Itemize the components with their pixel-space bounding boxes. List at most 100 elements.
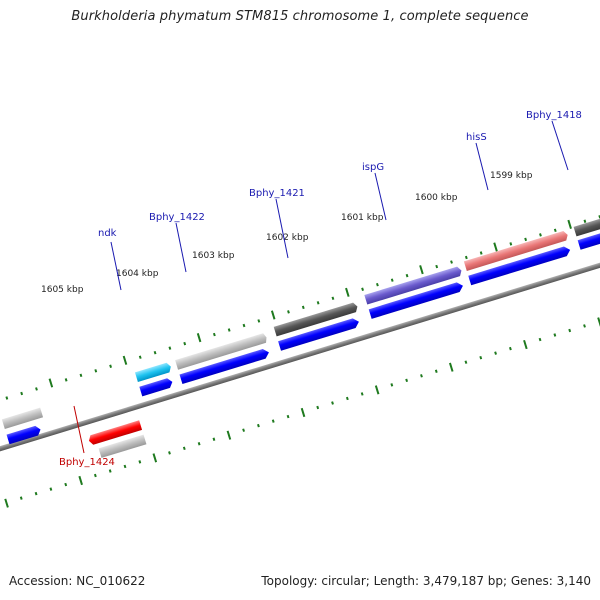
minus-strand-major-tick [152, 453, 158, 463]
gene-feature-bphy-1424 [88, 420, 143, 445]
minus-strand-minor-tick [286, 414, 290, 419]
plus-strand-minor-tick [64, 378, 68, 382]
plus-strand-minor-tick [138, 355, 142, 359]
gene-label-ndk[interactable]: ndk [98, 228, 117, 239]
minus-strand-minor-tick [123, 464, 127, 469]
minus-strand-minor-tick [64, 482, 68, 487]
minus-strand-minor-tick [242, 428, 245, 432]
plus-strand-minor-tick [227, 328, 231, 332]
scale-label-1603-kbp: 1603 kbp [192, 251, 235, 261]
plus-strand-minor-tick [20, 391, 24, 396]
minus-strand-minor-tick [138, 460, 142, 464]
minus-strand-minor-tick [182, 446, 186, 451]
minus-strand-major-tick [448, 362, 454, 372]
leader-line-bphy-1421 [275, 198, 289, 259]
minus-strand-minor-tick [390, 383, 394, 387]
minus-strand-minor-tick [509, 346, 512, 351]
gene-feature-ispg [364, 266, 462, 305]
plus-strand-minor-tick [509, 242, 513, 246]
gene-label-hiss[interactable]: hisS [466, 132, 487, 143]
minus-strand-minor-tick [316, 405, 320, 410]
cds-feature-bphy-1422 [179, 349, 269, 385]
cds-feature-hiss [468, 246, 571, 286]
gene-feature-bphy-1422 [175, 333, 267, 370]
scale-label-1604-kbp: 1604 kbp [116, 269, 159, 279]
plus-strand-minor-tick [583, 219, 587, 223]
minus-strand-major-tick [4, 498, 9, 508]
gene-feature-partial-left [1, 407, 44, 429]
minus-strand-minor-tick [108, 469, 112, 473]
plus-strand-minor-tick [390, 278, 394, 282]
reverse-strand-track [88, 420, 147, 458]
minus-strand-major-tick [226, 430, 232, 440]
plus-strand-minor-tick [79, 373, 83, 378]
scale-label-1602-kbp: 1602 kbp [266, 233, 309, 243]
plus-strand-minor-tick [5, 396, 9, 400]
plus-strand-major-tick [567, 219, 572, 229]
minus-strand-minor-tick [19, 496, 23, 500]
leader-line-bphy-1422 [175, 222, 187, 273]
plus-strand-tick-track [5, 214, 600, 400]
plus-strand-minor-tick [435, 264, 439, 269]
plus-strand-minor-tick [301, 305, 305, 310]
leader-line-ndk [110, 241, 122, 291]
plus-strand-minor-tick [168, 346, 172, 350]
cds-feature-bphy-1421 [278, 318, 359, 351]
map-title: Burkholderia phymatum STM815 chromosome … [71, 9, 529, 24]
scale-label-1599-kbp: 1599 kbp [490, 171, 533, 181]
plus-strand-minor-tick [212, 332, 216, 337]
cds-feature-ndk [139, 378, 173, 397]
minus-strand-minor-tick [479, 355, 483, 360]
minus-strand-minor-tick [583, 324, 586, 328]
gene-feature-ndk [134, 362, 171, 382]
minus-strand-minor-tick [49, 487, 53, 491]
minus-strand-minor-tick [494, 351, 497, 355]
plus-strand-minor-tick [257, 319, 261, 323]
scale-label-1605-kbp: 1605 kbp [41, 285, 84, 295]
cds-feature-bphy-1418 [577, 229, 600, 250]
gene-feature-bphy-1418 [573, 216, 600, 237]
plus-strand-major-tick [122, 355, 128, 365]
leader-line-hiss [475, 142, 489, 191]
minus-strand-tick-track [4, 317, 600, 508]
plus-strand-minor-tick [183, 341, 187, 346]
plus-strand-minor-tick [94, 369, 98, 373]
plus-strand-minor-tick [331, 296, 335, 301]
plus-strand-minor-tick [153, 350, 157, 355]
gene-label-leaders [73, 120, 569, 454]
gene-label-bphy-1424[interactable]: Bphy_1424 [59, 457, 115, 468]
minus-strand-minor-tick [345, 396, 349, 401]
leader-line-bphy-1424 [73, 405, 85, 454]
minus-strand-major-tick [78, 475, 83, 486]
gene-label-bphy-1421[interactable]: Bphy_1421 [249, 188, 305, 199]
minus-strand-major-tick [597, 317, 600, 327]
gene-feature-hiss [463, 230, 568, 271]
gene-label-bphy-1418[interactable]: Bphy_1418 [526, 110, 582, 121]
scale-label-1601-kbp: 1601 kbp [341, 213, 384, 223]
minus-strand-minor-tick [212, 437, 216, 441]
plus-strand-minor-tick [242, 323, 246, 328]
plus-strand-minor-tick [35, 387, 38, 391]
plus-strand-minor-tick [376, 282, 379, 287]
cds-feature-partial-left [6, 425, 41, 445]
plus-strand-minor-tick [316, 301, 320, 305]
plus-strand-minor-tick [524, 237, 528, 242]
minus-strand-minor-tick [271, 419, 275, 423]
plus-strand-major-tick [270, 310, 276, 320]
minus-strand-minor-tick [538, 337, 542, 342]
plus-strand-minor-tick [479, 251, 483, 255]
cds-feature-ispg [368, 282, 463, 319]
gene-feature-bphy-1421 [273, 302, 358, 337]
cds-feature-bphy-1424 [98, 434, 147, 458]
accession-text: Accession: NC_010622 [9, 574, 146, 588]
minus-strand-minor-tick [420, 374, 423, 378]
minus-strand-minor-tick [553, 333, 557, 337]
plus-strand-minor-tick [553, 228, 557, 233]
plus-strand-minor-tick [464, 255, 468, 260]
gene-label-bphy-1422[interactable]: Bphy_1422 [149, 212, 205, 223]
minus-strand-minor-tick [464, 360, 468, 364]
gene-label-ispg[interactable]: ispG [362, 162, 384, 173]
minus-strand-minor-tick [168, 451, 171, 455]
plus-strand-major-tick [48, 378, 54, 388]
plus-strand-major-tick [419, 265, 424, 275]
